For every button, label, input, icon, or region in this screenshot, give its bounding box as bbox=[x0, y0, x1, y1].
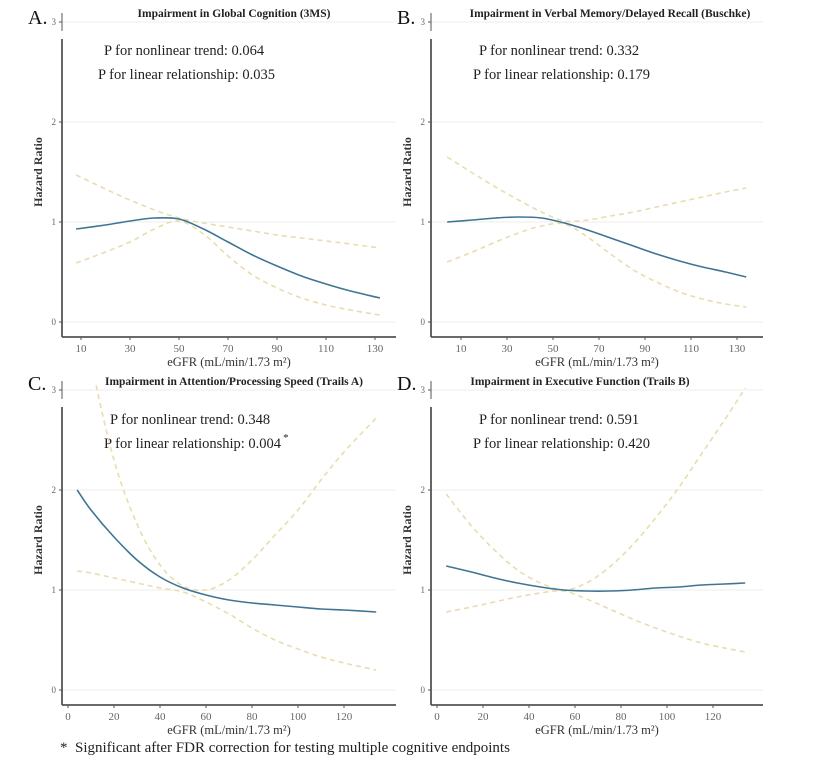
x-tick-label: 70 bbox=[594, 343, 606, 355]
y-tick-label: 3 bbox=[52, 17, 57, 27]
x-tick-label: 80 bbox=[247, 711, 259, 723]
hazard-ratio-line bbox=[446, 565, 746, 592]
p-linear-annotation: P for linear relationship: 0.004 bbox=[104, 436, 282, 452]
x-tick-label: 40 bbox=[524, 711, 536, 723]
lower-ci-line bbox=[446, 589, 746, 653]
x-tick-label: 20 bbox=[478, 711, 490, 723]
y-tick-label: 0 bbox=[421, 685, 426, 695]
upper-ci-line bbox=[75, 174, 381, 249]
x-tick-label: 50 bbox=[174, 343, 186, 355]
panel-letter: C. bbox=[28, 373, 46, 395]
y-tick-label: 0 bbox=[421, 317, 426, 327]
panel-title: Impairment in Global Cognition (3MS) bbox=[138, 8, 331, 20]
y-tick-label: 0 bbox=[52, 685, 57, 695]
panel-c: 0 1 2 3 0 20 40 60 80 100 120 eGFR (mL/min/1.73 m²)… bbox=[28, 373, 396, 737]
y-axis-label: Hazard Ratio bbox=[31, 505, 45, 575]
y-tick-label: 2 bbox=[52, 117, 57, 127]
lower-ci-line bbox=[446, 222, 747, 308]
y-tick-label: 1 bbox=[421, 585, 426, 595]
x-axis-label: eGFR (mL/min/1.73 m²) bbox=[167, 355, 291, 369]
x-tick-label: 50 bbox=[548, 343, 560, 355]
panel-letter: D. bbox=[397, 373, 416, 395]
x-tick-label: 20 bbox=[109, 711, 121, 723]
hazard-ratio-line bbox=[75, 216, 381, 299]
x-tick-label: 10 bbox=[76, 343, 88, 355]
x-tick-label: 10 bbox=[456, 343, 468, 355]
lower-ci-line bbox=[75, 220, 381, 316]
x-tick-label: 30 bbox=[502, 343, 514, 355]
x-tick-label: 120 bbox=[705, 711, 722, 723]
p-nonlinear-annotation: P for nonlinear trend: 0.591 bbox=[479, 412, 639, 428]
x-tick-label: 110 bbox=[318, 343, 335, 355]
x-tick-label: 100 bbox=[290, 711, 307, 723]
x-tick-label: 130 bbox=[729, 343, 746, 355]
panel-b: 0 1 2 3 10 30 50 70 90 110 130 eGFR (mL/min/1.73 m²… bbox=[397, 7, 763, 369]
y-tick-label: 2 bbox=[421, 117, 426, 127]
panel-letter: A. bbox=[28, 7, 47, 29]
x-tick-label: 100 bbox=[659, 711, 676, 723]
y-tick-label: 1 bbox=[52, 217, 57, 227]
y-tick-label: 1 bbox=[421, 217, 426, 227]
x-tick-label: 120 bbox=[336, 711, 353, 723]
y-tick-label: 3 bbox=[421, 17, 426, 27]
x-tick-label: 0 bbox=[434, 711, 440, 723]
p-nonlinear-annotation: P for nonlinear trend: 0.064 bbox=[104, 43, 265, 59]
y-axis-label: Hazard Ratio bbox=[400, 137, 414, 207]
x-tick-label: 70 bbox=[223, 343, 235, 355]
p-linear-annotation: P for linear relationship: 0.179 bbox=[473, 67, 650, 83]
x-axis-label: eGFR (mL/min/1.73 m²) bbox=[535, 723, 659, 737]
x-tick-label: 60 bbox=[201, 711, 213, 723]
x-tick-label: 90 bbox=[640, 343, 652, 355]
upper-ci-line bbox=[94, 383, 377, 592]
p-nonlinear-annotation: P for nonlinear trend: 0.348 bbox=[110, 412, 270, 428]
y-tick-label: 1 bbox=[52, 585, 57, 595]
x-axis-label: eGFR (mL/min/1.73 m²) bbox=[167, 723, 291, 737]
x-tick-label: 90 bbox=[272, 343, 284, 355]
p-nonlinear-annotation: P for nonlinear trend: 0.332 bbox=[479, 43, 639, 59]
p-linear-annotation: P for linear relationship: 0.035 bbox=[98, 67, 275, 83]
x-tick-label: 110 bbox=[683, 343, 700, 355]
x-tick-label: 60 bbox=[570, 711, 582, 723]
y-tick-label: 3 bbox=[52, 385, 57, 395]
hazard-ratio-line bbox=[447, 216, 747, 278]
x-tick-label: 0 bbox=[65, 711, 71, 723]
x-tick-label: 30 bbox=[125, 343, 137, 355]
panel-a: 0 1 2 3 10 30 50 70 90 110 130 eGFR (mL/min/1.73 m²… bbox=[28, 7, 396, 369]
y-tick-label: 3 bbox=[421, 385, 426, 395]
upper-ci-line bbox=[446, 156, 747, 223]
x-tick-label: 40 bbox=[155, 711, 167, 723]
panel-letter: B. bbox=[397, 7, 415, 29]
p-linear-annotation: P for linear relationship: 0.420 bbox=[473, 436, 650, 452]
footnote: * Significant after FDR correction for t… bbox=[60, 740, 510, 756]
upper-ci-line bbox=[445, 387, 746, 591]
x-axis-label: eGFR (mL/min/1.73 m²) bbox=[535, 355, 659, 369]
panel-title: Impairment in Executive Function (Trails… bbox=[470, 376, 689, 388]
y-tick-label: 2 bbox=[421, 485, 426, 495]
y-axis-label: Hazard Ratio bbox=[31, 137, 45, 207]
x-tick-label: 80 bbox=[616, 711, 628, 723]
hazard-ratio-line bbox=[76, 489, 377, 613]
panel-title: Impairment in Verbal Memory/Delayed Reca… bbox=[470, 8, 751, 20]
lower-ci-line bbox=[77, 570, 377, 671]
x-tick-label: 130 bbox=[367, 343, 384, 355]
panel-d: 0 1 2 3 0 20 40 60 80 100 120 eGFR (mL/min/1.73 m²)… bbox=[397, 373, 763, 737]
y-tick-label: 2 bbox=[52, 485, 57, 495]
significance-star: * bbox=[283, 432, 289, 444]
y-tick-label: 0 bbox=[52, 317, 57, 327]
y-axis-label: Hazard Ratio bbox=[400, 505, 414, 575]
panel-title: Impairment in Attention/Processing Speed… bbox=[105, 376, 363, 388]
